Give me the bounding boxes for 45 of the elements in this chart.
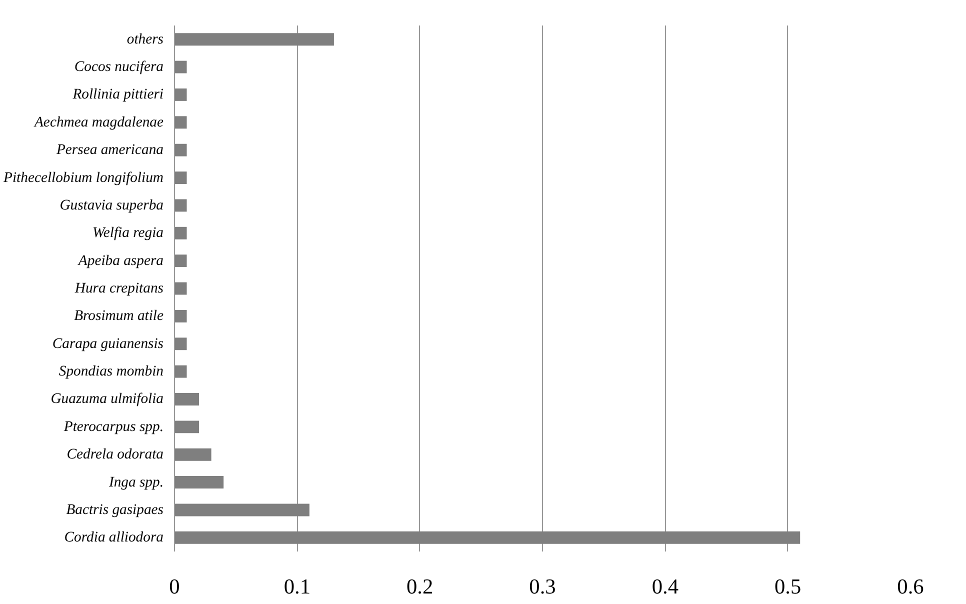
bar: [174, 254, 187, 268]
bar: [174, 365, 187, 378]
y-tick-label: Guazuma ulmifolia: [50, 391, 164, 408]
y-tick-label: Carapa guianensis: [52, 336, 164, 352]
y-tick-label: Spondias mombin: [58, 364, 164, 380]
x-tick-label: 0.4: [652, 574, 679, 598]
x-tick-label: 0.5: [774, 574, 802, 598]
y-tick-label: Bactris gasipaes: [66, 502, 164, 518]
y-tick-label: Rollinia pittieri: [72, 86, 164, 103]
bar: [174, 116, 187, 129]
y-tick-label: Gustavia superba: [60, 197, 164, 214]
y-tick-label: Apeiba aspera: [77, 252, 164, 269]
bar: [174, 33, 334, 46]
bar: [174, 504, 310, 516]
bar: [174, 199, 187, 212]
x-tick-label: 0.1: [284, 574, 311, 598]
bar: [174, 226, 187, 240]
x-tick-label: 0.3: [529, 574, 556, 598]
y-tick-label: Pterocarpus spp.: [62, 418, 164, 435]
bar: [174, 172, 187, 184]
y-tick-label: Brosimum atile: [74, 308, 164, 324]
y-tick-label: Cocos nucifera: [74, 59, 164, 76]
x-tick-label: 0.6: [897, 574, 924, 598]
y-tick-label: Aechmea magdalenae: [33, 114, 164, 130]
y-tick-label: Welfia regia: [92, 225, 164, 242]
y-tick-label: Cedrela odorata: [66, 446, 164, 463]
y-tick-label: others: [126, 31, 164, 48]
bar: [174, 144, 187, 156]
bar: [174, 476, 224, 489]
y-tick-label: Persea americana: [55, 142, 164, 158]
bar: [174, 338, 187, 350]
bar: [174, 448, 212, 461]
bar: [174, 531, 800, 544]
y-tick-label: Inga spp.: [108, 474, 164, 490]
y-tick-label: Pithecellobium longifolium: [2, 170, 164, 186]
bar: [174, 420, 200, 434]
bar: [174, 310, 187, 322]
y-tick-label: Hura crepitans: [74, 280, 164, 296]
bar: [174, 393, 200, 406]
x-tick-label: 0: [169, 574, 180, 598]
y-tick-label: Cordia alliodora: [64, 530, 164, 546]
bar: [174, 88, 187, 101]
x-tick-label: 0.2: [406, 574, 434, 598]
bar: [174, 282, 187, 295]
bar: [174, 60, 187, 74]
